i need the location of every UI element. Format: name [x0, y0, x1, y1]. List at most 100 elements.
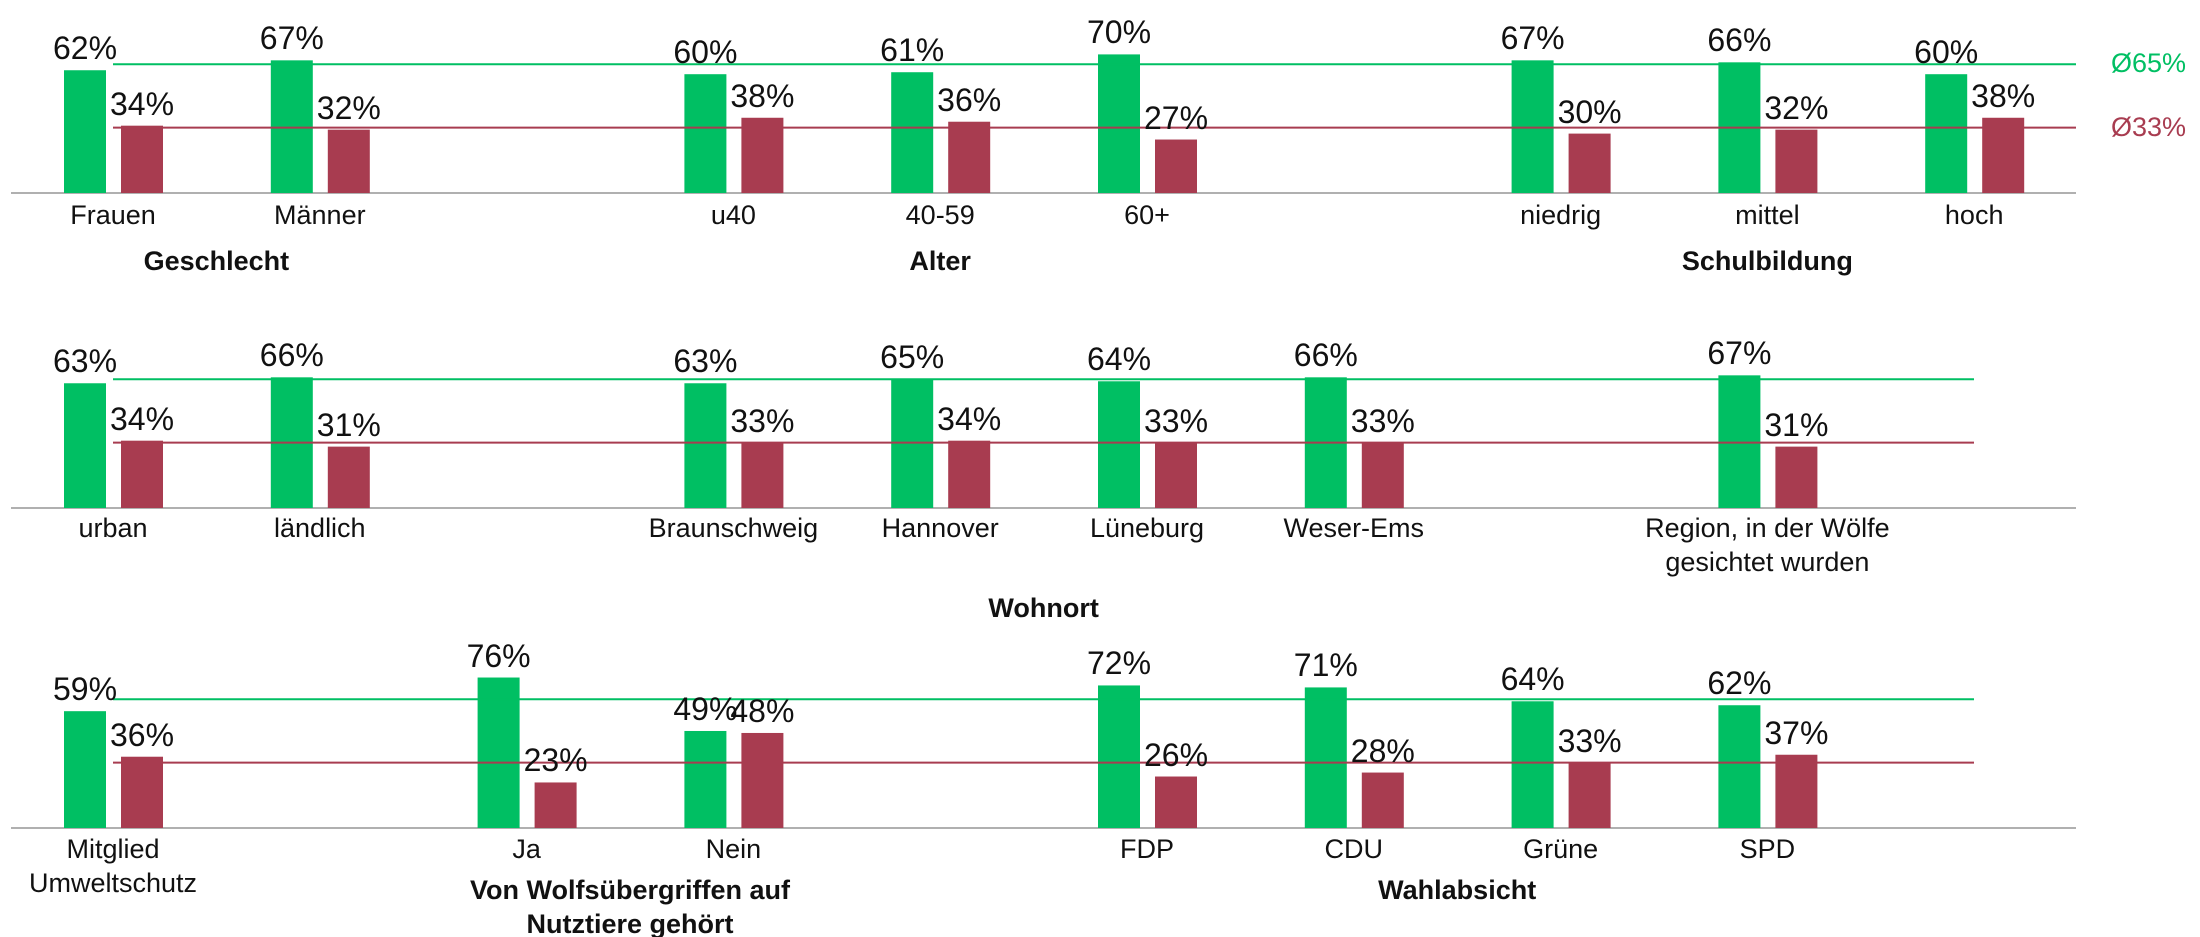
value-label: 31% [1764, 406, 1829, 443]
value-label: 33% [1557, 722, 1622, 759]
bar [1568, 133, 1611, 193]
category-label: Weser-Ems [1283, 513, 1425, 543]
bar [327, 129, 370, 193]
bar [1718, 705, 1761, 828]
category-label: Mitglied Umweltschutz [28, 834, 198, 898]
value-label: 63% [673, 343, 738, 380]
value-label: 23% [523, 742, 588, 779]
value-label: 32% [1764, 89, 1829, 126]
category-label: mittel [1735, 200, 1800, 230]
category-label: Region, in der Wölfe gesichtet wurden [1645, 513, 1890, 577]
bar [64, 383, 106, 508]
bar [534, 782, 577, 828]
value-label: 67% [1707, 335, 1772, 372]
category-label: Braunschweig [648, 513, 819, 543]
group-label: Wohnort [988, 593, 1099, 623]
value-label: 26% [1143, 736, 1209, 773]
bar [327, 446, 370, 508]
bar [741, 117, 784, 193]
group-label: Geschlecht [143, 246, 290, 276]
value-label: 76% [466, 637, 531, 674]
bar [1155, 776, 1197, 828]
bar [1511, 701, 1554, 828]
category-label: Nein [705, 834, 762, 864]
value-label: 59% [52, 671, 118, 708]
bar [1361, 772, 1404, 828]
bar [1775, 754, 1818, 828]
category-label: SPD [1739, 834, 1796, 864]
group-label: Schulbildung [1681, 246, 1853, 276]
category-label: Frauen [70, 200, 156, 230]
bar [1775, 129, 1818, 193]
category-label: 40-59 [905, 200, 975, 230]
value-label: 66% [1293, 337, 1358, 374]
value-label: 49% [673, 690, 738, 727]
bar [1775, 446, 1818, 508]
bar [684, 730, 727, 828]
bar [684, 74, 727, 193]
value-label: 66% [1707, 22, 1772, 59]
bar [741, 732, 784, 828]
group-label: Wahlabsicht [1378, 875, 1537, 905]
value-label: 33% [1143, 402, 1209, 439]
category-label: CDU [1324, 834, 1384, 864]
value-label: 33% [730, 402, 795, 439]
bar [684, 383, 727, 508]
value-label: 64% [1086, 341, 1152, 378]
bar [1098, 54, 1140, 194]
value-label: 31% [316, 406, 381, 443]
value-label: 38% [1971, 77, 2036, 114]
category-label: Ja [512, 834, 541, 864]
bar [1361, 442, 1404, 508]
category-label: Grüne [1523, 834, 1599, 864]
value-label: 60% [673, 34, 738, 71]
category-label: urban [78, 513, 148, 543]
bar [1155, 442, 1197, 508]
bar [121, 440, 163, 508]
value-label: 64% [1500, 661, 1565, 698]
category-label: u40 [710, 200, 756, 230]
bar [1304, 687, 1347, 828]
value-label: 60% [1914, 34, 1979, 71]
value-label: 27% [1143, 99, 1209, 136]
category-label: FDP [1120, 834, 1174, 864]
value-label: 34% [109, 400, 175, 437]
bar [1098, 685, 1140, 828]
group-label: Alter [909, 246, 971, 276]
category-label: Hannover [881, 513, 999, 543]
bar [64, 70, 106, 193]
reference-label: Ø65% [2111, 48, 2187, 79]
value-label: 67% [259, 20, 324, 57]
value-label: 48% [730, 692, 795, 729]
value-label: 32% [316, 89, 381, 126]
bar [121, 125, 163, 193]
bar [741, 442, 784, 508]
bar [891, 72, 934, 193]
value-label: 67% [1500, 20, 1565, 57]
value-label: 34% [109, 85, 175, 122]
value-label: 37% [1764, 714, 1829, 751]
value-label: 61% [880, 32, 945, 69]
category-label: 60+ [1124, 200, 1170, 230]
bar [121, 756, 163, 828]
bar [1568, 762, 1611, 828]
category-label: hoch [1944, 200, 2004, 230]
value-label: 33% [1350, 402, 1415, 439]
bar [1982, 117, 2025, 193]
category-label: ländlich [274, 513, 366, 543]
bar [477, 677, 520, 828]
bar [1155, 139, 1197, 193]
value-label: 62% [1707, 665, 1772, 702]
value-label: 36% [937, 81, 1002, 118]
value-label: 66% [259, 337, 324, 374]
bar [64, 711, 106, 828]
category-label: Lüneburg [1089, 513, 1205, 543]
group-label: Von Wolfsübergriffen auf Nutztiere gehör… [470, 875, 790, 937]
bar [948, 440, 991, 508]
value-label: 36% [109, 716, 175, 753]
reference-label: Ø33% [2111, 111, 2187, 142]
bar [1098, 381, 1140, 508]
value-label: 63% [52, 343, 118, 380]
